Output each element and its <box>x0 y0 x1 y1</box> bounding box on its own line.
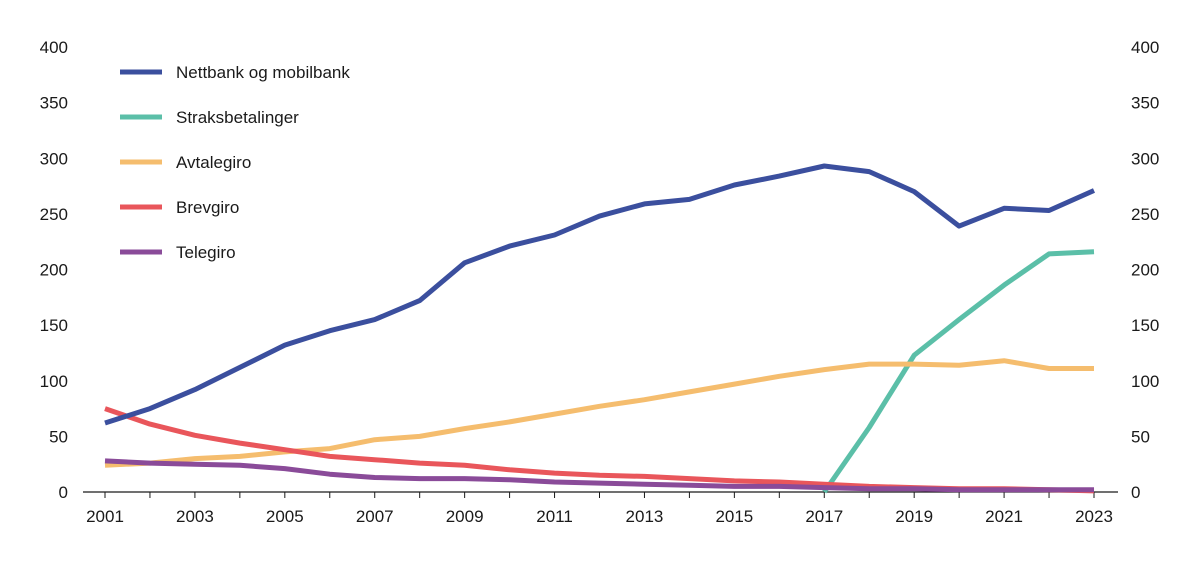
y-tick-label-right: 200 <box>1131 261 1159 280</box>
x-tick-label: 2023 <box>1075 507 1113 526</box>
x-tick-label: 2001 <box>86 507 124 526</box>
x-tick-label: 2017 <box>805 507 843 526</box>
legend-label: Nettbank og mobilbank <box>176 63 350 82</box>
y-tick-label-left: 400 <box>40 38 68 57</box>
y-tick-label-right: 400 <box>1131 38 1159 57</box>
series-line-brevgiro <box>104 406 1095 494</box>
y-tick-label-left: 300 <box>40 149 68 168</box>
y-tick-label-right: 250 <box>1131 205 1159 224</box>
y-tick-label-right: 50 <box>1131 427 1150 446</box>
series-line-telegiro <box>104 458 1094 493</box>
x-tick-label: 2019 <box>895 507 933 526</box>
y-tick-label-left: 150 <box>40 316 68 335</box>
series-line-nettbank-og-mobilbank <box>104 163 1096 426</box>
x-tick-label: 2021 <box>985 507 1023 526</box>
y-tick-label-left: 0 <box>59 483 68 502</box>
x-tick-label: 2011 <box>536 507 573 526</box>
series-lines <box>104 163 1096 494</box>
legend-label: Straksbetalinger <box>176 108 299 127</box>
x-tick-label: 2015 <box>715 507 753 526</box>
legend-label: Brevgiro <box>176 198 239 217</box>
y-tick-label-left: 350 <box>40 94 68 113</box>
y-tick-label-left: 50 <box>49 427 68 446</box>
x-tick-label: 2005 <box>266 507 304 526</box>
y-tick-label-right: 100 <box>1131 372 1159 391</box>
x-tick-label: 2007 <box>356 507 394 526</box>
x-tick-label: 2003 <box>176 507 214 526</box>
y-tick-label-left: 200 <box>40 261 68 280</box>
y-tick-label-right: 300 <box>1131 149 1159 168</box>
x-tick-label: 2009 <box>446 507 484 526</box>
legend-label: Telegiro <box>176 243 236 262</box>
legend-label: Avtalegiro <box>176 153 251 172</box>
y-tick-label-right: 350 <box>1131 94 1159 113</box>
x-tick-label: 2013 <box>626 507 664 526</box>
y-tick-label-left: 100 <box>40 372 68 391</box>
y-tick-label-right: 150 <box>1131 316 1159 335</box>
series-line-straksbetalinger <box>822 249 1095 494</box>
y-tick-label-left: 250 <box>40 205 68 224</box>
legend: Nettbank og mobilbank Straksbetalinger Avt… <box>120 63 350 262</box>
series-line-avtalegiro <box>104 358 1094 468</box>
axes: 2001 2003 2005 2007 2009 2011 2013 2015 2017 2019… <box>40 38 1160 526</box>
y-tick-label-right: 0 <box>1131 483 1140 502</box>
